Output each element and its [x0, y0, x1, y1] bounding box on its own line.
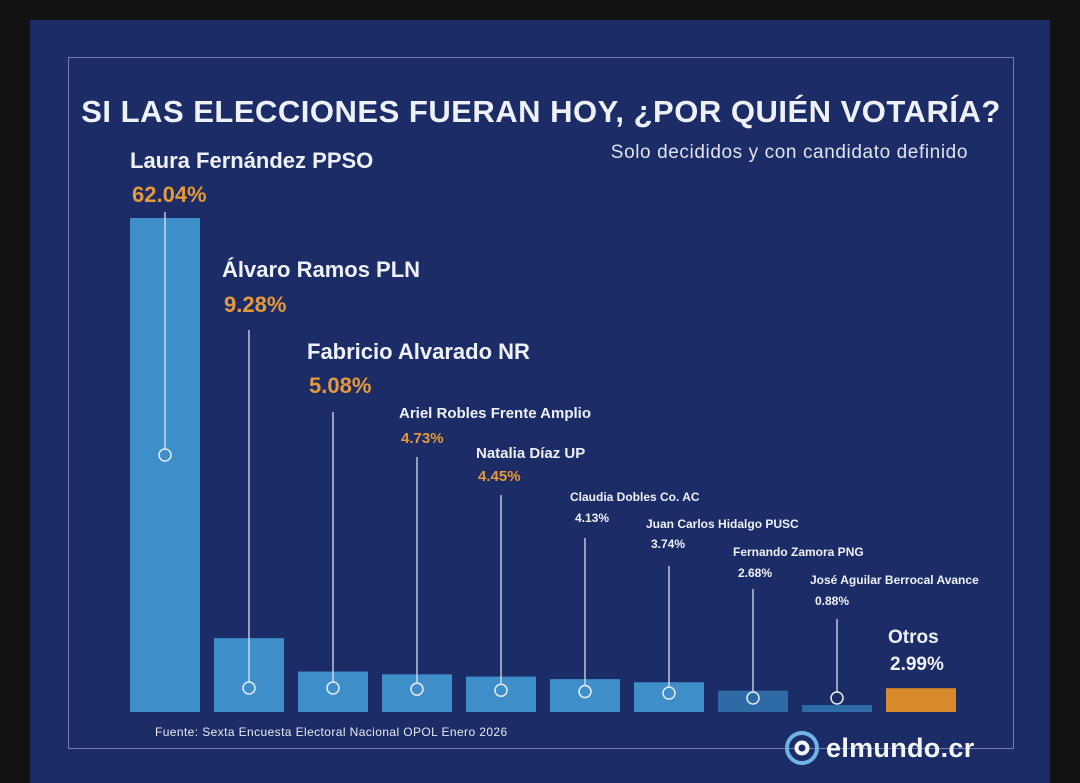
value-label-10: 2.99% — [890, 654, 944, 675]
leader-marker-9 — [830, 691, 844, 705]
leader-marker-1 — [158, 448, 172, 462]
bar-label-1: Laura Fernández PPSO — [130, 148, 373, 173]
leader-marker-4 — [410, 682, 424, 696]
bar-label-8: Fernando Zamora PNG — [733, 545, 864, 559]
elmundo-logo[interactable]: elmundo.cr — [784, 728, 975, 768]
bar-label-5: Natalia Díaz UP — [476, 445, 585, 462]
chart-title: SI LAS ELECCIONES FUERAN HOY, ¿POR QUIÉN… — [81, 94, 1001, 129]
chart-frame — [68, 57, 1014, 749]
leader-marker-7 — [662, 686, 676, 700]
leader-marker-2 — [242, 681, 256, 695]
elmundo-logo-icon — [785, 731, 819, 765]
leader-marker-8 — [746, 691, 760, 705]
leader-marker-3 — [326, 681, 340, 695]
chart-subtitle: Solo decididos y con candidato definido — [610, 142, 968, 163]
value-label-6: 4.13% — [575, 511, 609, 525]
value-label-2: 9.28% — [224, 292, 286, 317]
source-note: Fuente: Sexta Encuesta Electoral Naciona… — [155, 725, 508, 739]
bar-8 — [718, 690, 788, 712]
value-label-9: 0.88% — [815, 594, 849, 608]
bar-label-7: Juan Carlos Hidalgo PUSC — [646, 517, 799, 531]
bar-label-2: Álvaro Ramos PLN — [222, 257, 420, 282]
value-label-1: 62.04% — [132, 182, 207, 207]
bar-10 — [886, 688, 956, 712]
bar-label-9: José Aguilar Berrocal Avance — [810, 573, 979, 587]
logo-text: elmundo.cr — [826, 732, 975, 763]
bar-label-3: Fabricio Alvarado NR — [307, 339, 530, 364]
value-label-8: 2.68% — [738, 566, 772, 580]
value-label-5: 4.45% — [478, 468, 521, 485]
value-label-7: 3.74% — [651, 537, 685, 551]
bar-9 — [802, 704, 872, 712]
bar-label-6: Claudia Dobles Co. AC — [570, 490, 700, 504]
bar-label-10: Otros — [888, 627, 939, 648]
leader-marker-5 — [494, 683, 508, 698]
bar-label-4: Ariel Robles Frente Amplio — [399, 405, 591, 422]
value-label-3: 5.08% — [309, 373, 371, 398]
leader-marker-6 — [578, 684, 592, 699]
value-label-4: 4.73% — [401, 430, 444, 447]
